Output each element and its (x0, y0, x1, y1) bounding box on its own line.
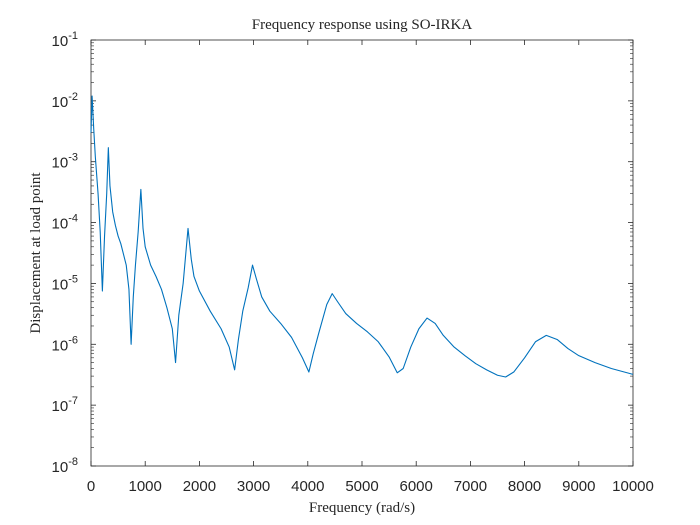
series-line (90, 95, 634, 378)
x-tick-label: 9000 (562, 478, 595, 495)
y-tick-label-exponent: -5 (68, 273, 78, 285)
x-tick-label: 5000 (345, 478, 378, 495)
y-tick-label: 10-4 (52, 213, 78, 233)
y-tick-label: 10-3 (52, 152, 78, 172)
y-axis-ticks: 10-810-710-610-510-410-310-210-1 (52, 30, 633, 476)
y-tick-label-base: 10 (52, 398, 69, 415)
x-tick-label: 1000 (129, 478, 162, 495)
y-tick-label: 10-2 (52, 91, 78, 111)
y-tick-label: 10-1 (52, 30, 78, 50)
x-tick-label: 8000 (508, 478, 541, 495)
x-tick-label: 7000 (454, 478, 487, 495)
x-tick-label: 3000 (237, 478, 270, 495)
x-tick-label: 2000 (183, 478, 216, 495)
x-tick-label: 10000 (612, 478, 654, 495)
y-tick-label-exponent: -3 (68, 152, 78, 164)
y-tick-label-base: 10 (52, 337, 69, 354)
y-tick-label-base: 10 (52, 155, 69, 172)
y-tick-label-base: 10 (52, 276, 69, 293)
chart-title: Frequency response using SO-IRKA (252, 17, 473, 33)
x-tick-label: 4000 (291, 478, 324, 495)
y-tick-label: 10-8 (52, 456, 78, 476)
x-tick-label: 6000 (400, 478, 433, 495)
y-tick-label-base: 10 (52, 459, 69, 476)
y-tick-label: 10-6 (52, 334, 78, 354)
y-tick-label-base: 10 (52, 216, 69, 233)
y-tick-label-exponent: -6 (68, 334, 78, 346)
x-axis-label: Frequency (rad/s) (309, 500, 415, 516)
y-tick-label: 10-7 (52, 395, 78, 415)
y-tick-label-exponent: -7 (68, 395, 78, 407)
y-tick-label-base: 10 (52, 33, 69, 50)
y-tick-label: 10-5 (52, 273, 78, 293)
plot-area (90, 39, 634, 467)
y-tick-label-exponent: -2 (68, 91, 78, 103)
y-tick-label-base: 10 (52, 94, 69, 111)
y-axis-label: Displacement at load point (28, 172, 44, 334)
x-tick-label: 0 (87, 478, 95, 495)
x-axis-ticks: 0 1000 2000 3000 4000 5000 6000 7000 8000 9000 100… (87, 40, 654, 495)
y-tick-label-exponent: -4 (68, 213, 78, 225)
y-tick-label-exponent: -1 (68, 30, 78, 42)
y-tick-label-exponent: -8 (68, 456, 78, 468)
